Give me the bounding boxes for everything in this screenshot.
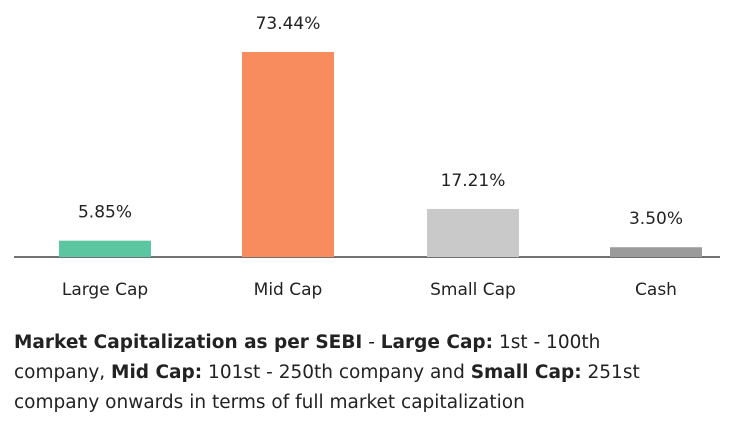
bar: [242, 52, 334, 257]
x-tick-label: Cash: [635, 280, 677, 300]
footnote: Market Capitalization as per SEBI - Larg…: [14, 328, 664, 418]
footnote-text: 101st - 250th company and: [202, 362, 471, 383]
value-label: 73.44%: [256, 14, 321, 34]
footnote-bold: Market Capitalization as per SEBI: [14, 332, 363, 353]
value-label: 5.85%: [78, 203, 132, 223]
chart: 5.85% Large Cap 73.44% Mid Cap 17.21% Small C…: [14, 14, 720, 300]
x-tick-label: Small Cap: [430, 280, 516, 300]
bar: [610, 247, 702, 257]
footnote-bold: Mid Cap:: [111, 362, 203, 383]
footnote-text: 1st - 100th company,: [14, 332, 607, 383]
footnote-text: -: [362, 332, 381, 353]
footnote-text: 251st company onwards in terms of full m…: [14, 362, 646, 413]
footnote-bold: Large Cap:: [380, 332, 494, 353]
bar: [59, 240, 151, 257]
value-label: 3.50%: [629, 209, 683, 229]
value-label: 17.21%: [441, 171, 506, 191]
bar: [427, 208, 519, 257]
x-tick-label: Mid Cap: [254, 280, 323, 300]
footnote-bold: Small Cap:: [470, 362, 582, 383]
x-tick-label: Large Cap: [62, 280, 148, 300]
